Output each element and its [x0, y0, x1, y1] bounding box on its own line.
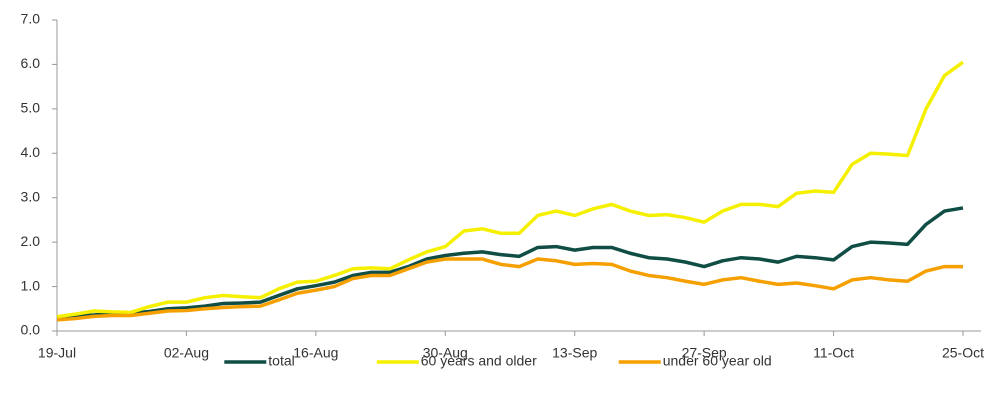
x-tick-label: 30-Aug [423, 345, 468, 361]
legend-label: 60 years and older [421, 353, 537, 369]
x-tick-label: 25-Oct [942, 345, 984, 361]
y-tick-label: 6.0 [21, 55, 41, 71]
y-tick-label: 3.0 [21, 188, 41, 204]
legend-label: total [268, 353, 294, 369]
x-tick-label: 02-Aug [164, 345, 209, 361]
x-tick-label: 16-Aug [293, 345, 338, 361]
series-line [56, 206, 964, 320]
y-tick-label: 4.0 [21, 144, 41, 160]
y-tick-label: 2.0 [21, 233, 41, 249]
x-tick-label: 11-Oct [813, 345, 854, 361]
x-tick-label: 27-Sep [682, 345, 727, 361]
legend-label: under 60 year old [663, 353, 772, 369]
series-line [56, 257, 963, 322]
series-line [56, 60, 965, 319]
y-tick-label: 5.0 [21, 100, 41, 116]
y-tick-label: 1.0 [21, 277, 41, 293]
x-tick-label: 13-Sep [552, 345, 597, 361]
y-tick-label: 7.0 [21, 11, 41, 27]
x-tick-label: 19-Jul [38, 345, 76, 361]
y-tick-label: 0.0 [21, 322, 41, 338]
